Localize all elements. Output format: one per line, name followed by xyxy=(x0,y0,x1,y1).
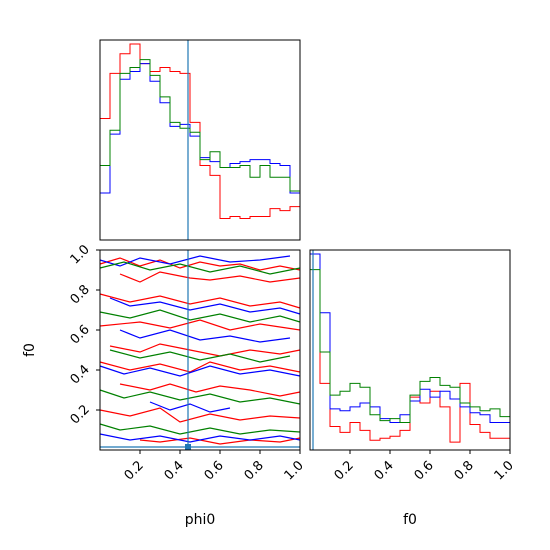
x-tick-label: 0.8 xyxy=(452,458,477,483)
contour-1-4 xyxy=(149,401,231,413)
x-tick-label: 0.4 xyxy=(162,458,187,483)
f0-marginal-panel: 0.2 0.4 0.6 0.8 1.0 xyxy=(309,249,517,483)
contour-0-1 xyxy=(119,271,301,283)
joint-truth-lines xyxy=(100,250,300,450)
f0-histogram-series-2 xyxy=(309,269,511,450)
f0-histogram-series-group xyxy=(309,253,511,450)
contour-0-6 xyxy=(119,383,301,397)
contour-0-8 xyxy=(139,437,301,445)
x-tick-label: 1.0 xyxy=(492,458,517,483)
contour-2-3 xyxy=(99,389,301,405)
contour-2-0 xyxy=(99,261,301,275)
y-tick-label: 0.8 xyxy=(68,282,93,307)
contour-0-4 xyxy=(109,343,301,357)
f0-histogram-series-0 xyxy=(309,253,511,450)
phi0-marginal-frame xyxy=(99,39,301,241)
contour-0-2 xyxy=(99,293,301,309)
y-tick-label: 0.2 xyxy=(68,402,93,427)
joint-frame xyxy=(99,249,301,451)
x-tick-label: 0.2 xyxy=(332,458,357,483)
contour-0-5 xyxy=(99,361,301,373)
x-tick-label: 0.8 xyxy=(242,458,267,483)
contour-0-3 xyxy=(99,319,301,331)
x-tick-label: 0.4 xyxy=(372,458,397,483)
phi0-histogram-series-0 xyxy=(99,43,301,240)
contour-1-0 xyxy=(99,255,291,267)
phi0-histogram-series-2 xyxy=(99,59,301,240)
phi0-histogram-series-group xyxy=(99,43,301,240)
y-tick-label: 0.6 xyxy=(68,322,93,347)
x-axis-label-phi0: phi0 xyxy=(185,512,216,528)
x-axis-label-f0: f0 xyxy=(403,512,417,528)
contour-1-5 xyxy=(99,433,301,443)
joint-y-ticks: 0.2 0.4 0.6 0.8 1.0 xyxy=(68,242,100,427)
f0-x-ticks: 0.2 0.4 0.6 0.8 1.0 xyxy=(332,450,517,483)
contour-2-2 xyxy=(109,349,291,363)
contour-2-4 xyxy=(99,423,301,435)
phi0-marginal-panel xyxy=(99,39,301,241)
contour-1-2 xyxy=(119,329,291,343)
f0-marginal-frame xyxy=(309,249,511,451)
contour-0-0 xyxy=(99,257,301,271)
joint-x-ticks: 0.2 0.4 0.6 0.8 1.0 xyxy=(122,450,307,483)
contour-0-7 xyxy=(99,407,301,423)
contour-1-1 xyxy=(109,297,301,315)
phi0-f0-joint-panel: 0.2 0.4 0.6 0.8 1.0 0.2 0.4 0.6 0.8 1.0 xyxy=(68,242,307,483)
y-axis-label-f0: f0 xyxy=(22,343,38,357)
y-tick-label: 1.0 xyxy=(68,242,93,267)
contour-1-3 xyxy=(99,365,301,377)
contour-2-1 xyxy=(99,309,301,323)
x-tick-label: 0.2 xyxy=(122,458,147,483)
y-tick-label: 0.4 xyxy=(68,362,93,387)
x-tick-label: 1.0 xyxy=(282,458,307,483)
contour-series-group xyxy=(99,255,301,445)
x-tick-label: 0.6 xyxy=(412,458,437,483)
x-tick-label: 0.6 xyxy=(202,458,227,483)
joint-truth-marker xyxy=(185,444,191,450)
